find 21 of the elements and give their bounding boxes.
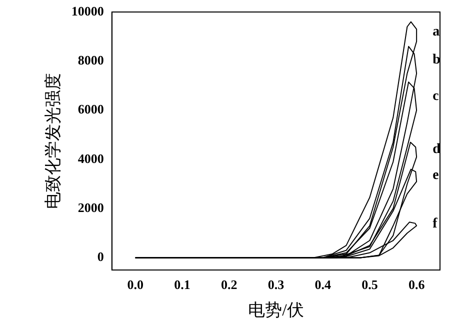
series-label: d bbox=[432, 142, 441, 158]
y-tick-label: 4000 bbox=[78, 150, 104, 166]
series-label: c bbox=[432, 88, 439, 104]
y-tick-label: 10000 bbox=[71, 3, 104, 18]
y-tick-label: 6000 bbox=[78, 102, 104, 117]
series-label: b bbox=[432, 52, 441, 68]
x-tick-label: 0.4 bbox=[314, 277, 332, 292]
x-axis-title: 电势/伏 bbox=[248, 300, 304, 320]
x-tick-label: 0.5 bbox=[362, 277, 378, 292]
x-tick-label: 0.1 bbox=[174, 277, 190, 292]
series-label: f bbox=[432, 216, 438, 232]
y-axis-title: 电致化学发光强度 bbox=[44, 73, 63, 209]
y-tick-label: 0 bbox=[97, 249, 104, 264]
x-tick-label: 0.0 bbox=[127, 277, 144, 292]
series-label: e bbox=[432, 168, 439, 184]
series-label: a bbox=[432, 24, 440, 40]
x-tick-label: 0.6 bbox=[408, 277, 426, 292]
y-tick-label: 8000 bbox=[78, 52, 104, 68]
x-tick-label: 0.3 bbox=[268, 277, 285, 292]
x-tick-label: 0.2 bbox=[220, 277, 238, 292]
y-tick-label: 2000 bbox=[78, 200, 104, 215]
